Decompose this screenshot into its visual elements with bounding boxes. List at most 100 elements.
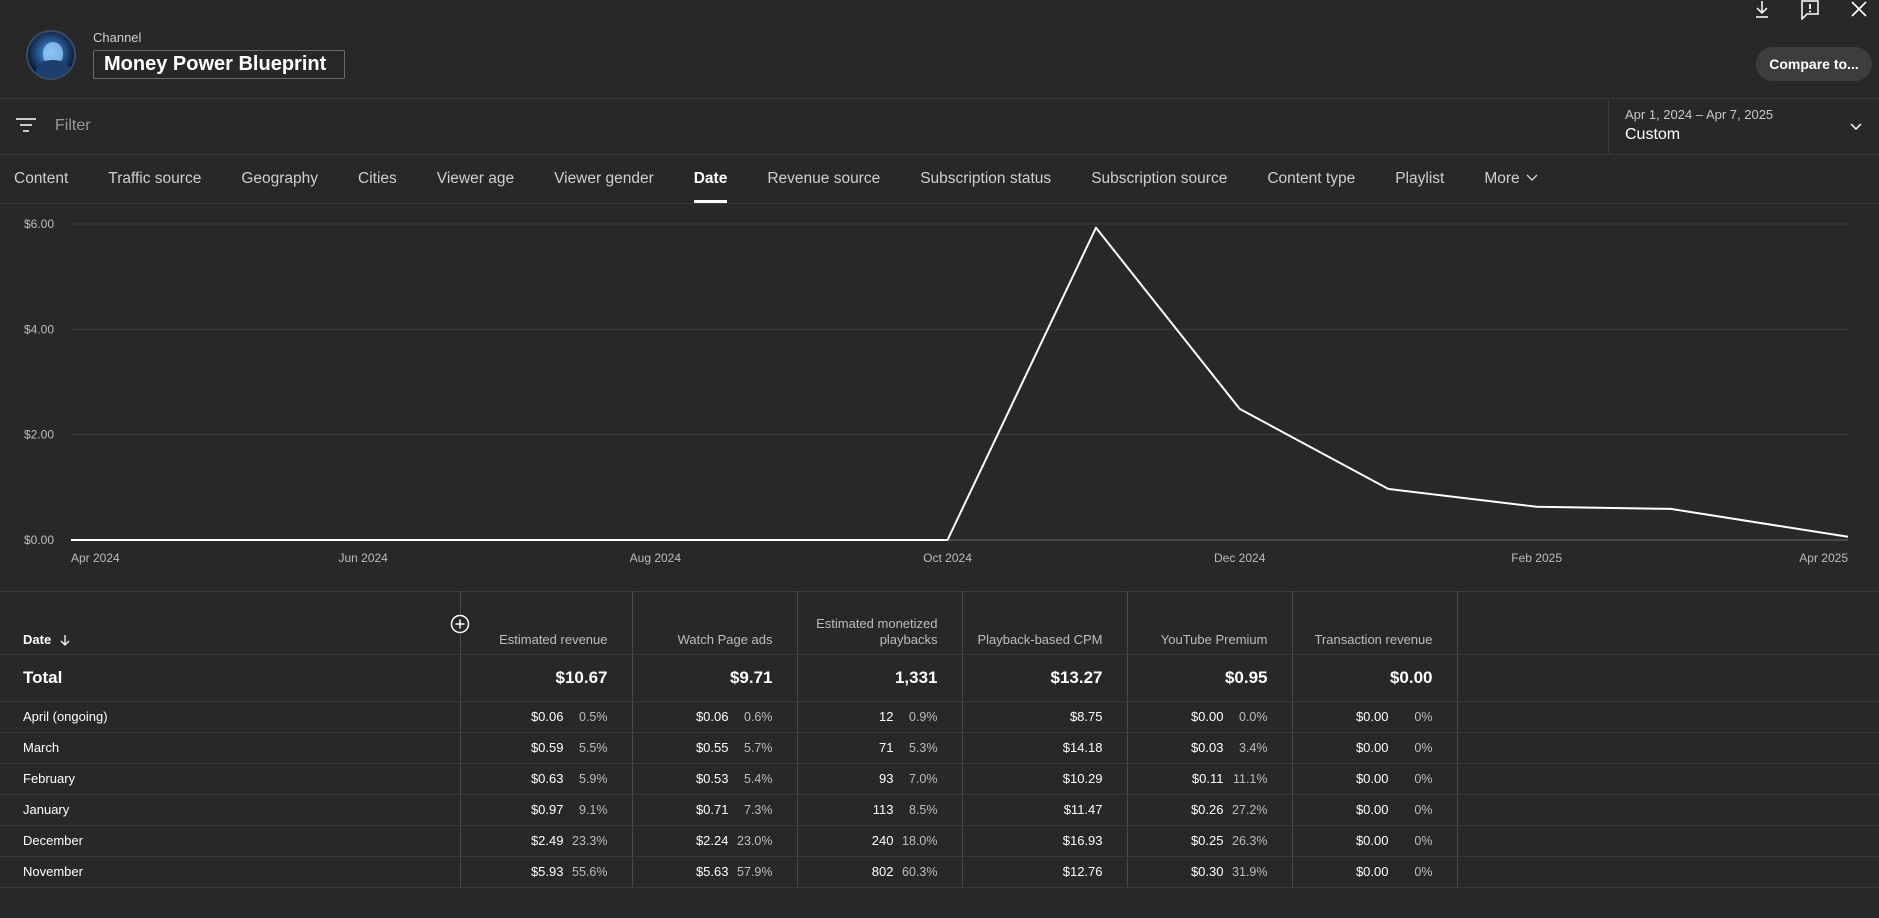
cell-value: $0.00	[1355, 833, 1389, 848]
tab-content-type[interactable]: Content type	[1267, 170, 1356, 187]
tab-subscription-source[interactable]: Subscription source	[1091, 170, 1228, 187]
cell-percent: 0%	[1414, 803, 1433, 817]
cell-value: $2.24	[695, 833, 729, 848]
table-cell: $0.25 26.3%	[1127, 825, 1293, 857]
cell-value: $0.03	[1190, 740, 1224, 755]
table-row[interactable]: November $5.93 55.6% $5.63 57.9% 802 60.3% $12.…	[0, 856, 1879, 888]
table-cell: $10.29	[962, 763, 1128, 795]
tab-revenue-source[interactable]: Revenue source	[767, 170, 881, 187]
total-value: $10.67	[460, 654, 633, 702]
cell-percent: 5.5%	[579, 741, 608, 755]
cell-value: $0.00	[1355, 802, 1389, 817]
table-cell: $0.00 0%	[1292, 825, 1458, 857]
row-spacer	[1457, 701, 1879, 733]
series-line	[71, 226, 1849, 541]
channel-selector[interactable]: Money Power Blueprint	[93, 50, 345, 79]
table-cell: $8.75	[962, 701, 1128, 733]
total-value: 1,331	[797, 654, 963, 702]
cell-value: $0.25	[1190, 833, 1224, 848]
cell-percent: 5.3%	[909, 741, 938, 755]
table-cell: $0.63 5.9%	[460, 763, 633, 795]
table-row[interactable]: December $2.49 23.3% $2.24 23.0% 240 18.0% $16.…	[0, 825, 1879, 857]
table-cell: 71 5.3%	[797, 732, 963, 764]
cell-percent: 27.2%	[1232, 803, 1268, 817]
cell-percent: 31.9%	[1232, 865, 1268, 879]
column-header-playback-cpm[interactable]: Playback-based CPM	[962, 591, 1128, 655]
date-range-label[interactable]: Apr 1, 2024 – Apr 7, 2025	[1625, 107, 1774, 122]
table-cell: 93 7.0%	[797, 763, 963, 795]
table-cell: $0.97 9.1%	[460, 794, 633, 826]
table-row[interactable]: January $0.97 9.1% $0.71 7.3% 113 8.5% $11.47 $0…	[0, 794, 1879, 826]
feedback-icon[interactable]	[1799, 0, 1821, 20]
add-metric-icon[interactable]	[450, 614, 470, 634]
download-icon[interactable]	[1751, 0, 1773, 20]
row-date: December	[0, 825, 461, 857]
tab-traffic-source[interactable]: Traffic source	[108, 170, 202, 187]
tab-subscription-status[interactable]: Subscription status	[920, 170, 1052, 187]
cell-value: 71	[879, 740, 894, 755]
channel-name: Money Power Blueprint	[104, 53, 327, 75]
row-date: March	[0, 732, 461, 764]
cell-percent: 0%	[1414, 834, 1433, 848]
column-header-date[interactable]: Date	[0, 591, 461, 655]
y-tick-label: $2.00	[24, 428, 54, 442]
table-row[interactable]: April (ongoing) $0.06 0.5% $0.06 0.6% 12 0.9% $…	[0, 701, 1879, 733]
tab-cities[interactable]: Cities	[358, 170, 397, 187]
chevron-down-icon[interactable]	[1849, 120, 1863, 134]
cell-percent: 55.6%	[572, 865, 608, 879]
table-header-row: Date Estimated revenue Watch Page ads Es…	[0, 591, 1879, 655]
table-cell: $2.49 23.3%	[460, 825, 633, 857]
cell-value: $0.11	[1191, 771, 1224, 786]
cell-percent: 0%	[1414, 710, 1433, 724]
table-row[interactable]: February $0.63 5.9% $0.53 5.4% 93 7.0% $10.29 $0…	[0, 763, 1879, 795]
tab-content[interactable]: Content	[14, 170, 69, 187]
table-cell: $0.30 31.9%	[1127, 856, 1293, 888]
tab-more-label: More	[1484, 170, 1520, 187]
table-cell: $0.00 0%	[1292, 701, 1458, 733]
cell-percent: 26.3%	[1232, 834, 1268, 848]
tab-playlist[interactable]: Playlist	[1395, 170, 1445, 187]
y-tick-label: $4.00	[24, 322, 54, 336]
cell-value: $0.71	[695, 802, 729, 817]
tab-geography[interactable]: Geography	[241, 170, 319, 187]
date-preset-value[interactable]: Custom	[1625, 126, 1681, 143]
tab-viewer-age[interactable]: Viewer age	[436, 170, 515, 187]
x-tick-label: Jun 2024	[338, 551, 388, 565]
cell-value: $0.30	[1190, 864, 1224, 879]
table-cell: 802 60.3%	[797, 856, 963, 888]
cell-value: $0.00	[1355, 771, 1389, 786]
cell-percent: 0%	[1414, 865, 1433, 879]
cell-percent: 11.1%	[1232, 772, 1268, 786]
tab-more[interactable]: More	[1464, 155, 1557, 203]
filter-icon[interactable]	[16, 117, 36, 133]
cell-percent: 60.3%	[902, 865, 938, 879]
table-cell: $0.00 0%	[1292, 732, 1458, 764]
cell-percent: 0.5%	[579, 710, 608, 724]
cell-value: 802	[871, 864, 894, 879]
row-date: January	[0, 794, 461, 826]
column-header-watch-page-ads[interactable]: Watch Page ads	[632, 591, 798, 655]
cell-percent: 3.4%	[1239, 741, 1268, 755]
cell-value: $16.93	[1062, 833, 1103, 848]
column-header-monetized-playbacks[interactable]: Estimated monetized playbacks	[797, 591, 963, 655]
table-cell: 12 0.9%	[797, 701, 963, 733]
filter-input[interactable]: Filter	[55, 117, 91, 134]
cell-percent: 57.9%	[737, 865, 773, 879]
table-cell: $0.53 5.4%	[632, 763, 798, 795]
row-date: April (ongoing)	[0, 701, 461, 733]
table-row[interactable]: March $0.59 5.5% $0.55 5.7% 71 5.3% $14.18 $0.03…	[0, 732, 1879, 764]
column-header-youtube-premium[interactable]: YouTube Premium	[1127, 591, 1293, 655]
tab-date[interactable]: Date	[674, 155, 748, 203]
cell-percent: 0.6%	[744, 710, 773, 724]
cell-value: 240	[871, 833, 894, 848]
column-header-estimated-revenue[interactable]: Estimated revenue	[460, 591, 633, 655]
cell-value: 113	[872, 802, 894, 817]
cell-value: $0.53	[695, 771, 729, 786]
cell-value: 93	[879, 771, 894, 786]
close-icon[interactable]	[1848, 0, 1870, 20]
compare-to-button[interactable]: Compare to...	[1756, 47, 1872, 81]
arrow-down-icon	[60, 634, 70, 646]
tab-viewer-gender[interactable]: Viewer gender	[554, 170, 654, 187]
column-header-transaction-revenue[interactable]: Transaction revenue	[1292, 591, 1458, 655]
table-cell: $0.00 0.0%	[1127, 701, 1293, 733]
